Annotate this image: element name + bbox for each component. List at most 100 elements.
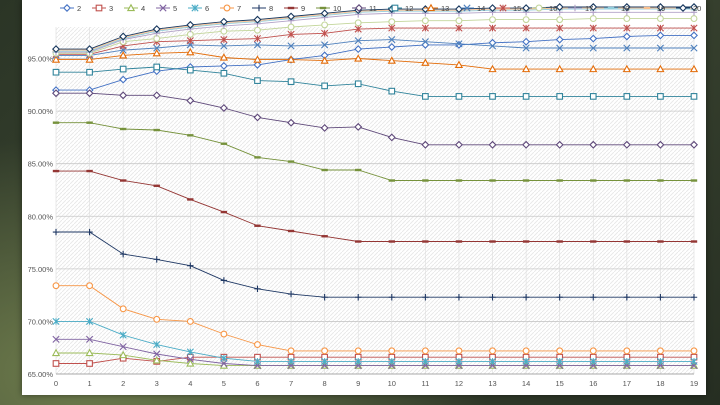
data-point <box>455 93 463 100</box>
data-point <box>254 224 261 227</box>
data-point <box>153 184 160 187</box>
legend-marker <box>287 6 295 10</box>
legend-label: 9 <box>301 4 305 13</box>
data-point <box>589 93 597 100</box>
x-tick-label: 13 <box>488 379 496 388</box>
legend-label: 4 <box>141 4 145 13</box>
data-point <box>152 48 161 57</box>
data-point <box>589 15 597 23</box>
legend-marker <box>223 4 231 12</box>
data-point <box>656 347 664 355</box>
data-point <box>354 45 363 54</box>
data-point <box>623 179 631 182</box>
series-line <box>56 8 694 52</box>
x-tick-label: 17 <box>623 379 631 388</box>
data-point <box>657 240 664 243</box>
data-point <box>287 229 295 233</box>
y-tick-label: 70.00% <box>28 317 54 326</box>
data-point <box>119 350 128 359</box>
data-point <box>556 44 564 52</box>
legend-label: 3 <box>109 4 113 13</box>
data-point <box>690 294 698 301</box>
data-point <box>623 347 631 355</box>
data-point <box>422 240 429 243</box>
series-line <box>56 6 694 50</box>
data-point <box>86 228 93 236</box>
data-point <box>152 25 161 34</box>
series-line <box>56 231 694 298</box>
data-point <box>522 16 530 24</box>
data-point <box>52 317 60 326</box>
legend-marker <box>95 4 103 12</box>
legend-marker <box>255 4 263 12</box>
data-point <box>321 347 329 355</box>
x-tick-label: 4 <box>188 379 192 388</box>
y-tick-label: 90.00% <box>28 107 54 116</box>
series-8 <box>52 228 698 301</box>
data-point <box>388 294 395 301</box>
data-point <box>522 44 530 52</box>
data-point <box>220 210 228 214</box>
x-tick-label: 16 <box>589 379 597 388</box>
x-tick-label: 2 <box>121 379 125 388</box>
x-tick-label: 12 <box>455 379 463 388</box>
data-point <box>522 179 530 182</box>
data-point <box>488 64 497 73</box>
data-point <box>287 290 295 298</box>
data-point <box>52 282 60 290</box>
legend-label: 8 <box>269 4 273 13</box>
x-tick-label: 3 <box>155 379 159 388</box>
x-tick-label: 1 <box>87 379 91 388</box>
data-point <box>656 24 665 32</box>
data-point <box>388 240 395 243</box>
data-point <box>387 43 396 51</box>
data-point <box>590 179 597 182</box>
series-line <box>56 170 694 242</box>
data-point <box>320 56 329 64</box>
legend-label: 12 <box>405 4 413 13</box>
data-point <box>589 357 597 365</box>
data-point <box>489 347 496 355</box>
data-point <box>388 347 396 355</box>
data-point <box>690 3 698 11</box>
data-point <box>287 23 295 31</box>
data-point <box>690 240 698 243</box>
data-point <box>52 169 60 173</box>
data-point <box>623 240 631 243</box>
data-point <box>253 15 262 24</box>
data-point <box>488 4 497 13</box>
data-point <box>690 24 698 32</box>
data-point <box>153 128 160 132</box>
data-point <box>52 68 60 76</box>
data-point <box>86 68 93 76</box>
series-20 <box>52 3 698 54</box>
data-point <box>186 66 194 74</box>
data-point <box>656 31 665 40</box>
data-point <box>355 168 362 172</box>
legend-marker <box>391 4 399 12</box>
data-point <box>321 235 328 238</box>
series-line <box>56 11 694 53</box>
data-point <box>421 140 430 149</box>
plot-area <box>56 27 694 374</box>
data-point <box>556 294 563 301</box>
data-point <box>622 3 631 11</box>
data-point <box>86 282 94 290</box>
data-point <box>187 198 194 201</box>
data-point <box>589 64 598 73</box>
data-point <box>186 96 195 105</box>
data-point <box>455 294 463 301</box>
data-point <box>186 30 194 38</box>
data-point <box>689 64 699 73</box>
data-point <box>220 142 228 145</box>
legend-label: 5 <box>173 4 177 13</box>
data-point <box>489 240 496 243</box>
data-point <box>522 24 530 32</box>
data-point <box>254 26 261 34</box>
series-11 <box>52 89 698 149</box>
data-point <box>86 121 93 124</box>
data-point <box>186 355 194 363</box>
data-point <box>690 179 698 182</box>
data-point <box>52 228 60 236</box>
data-point <box>555 64 564 73</box>
